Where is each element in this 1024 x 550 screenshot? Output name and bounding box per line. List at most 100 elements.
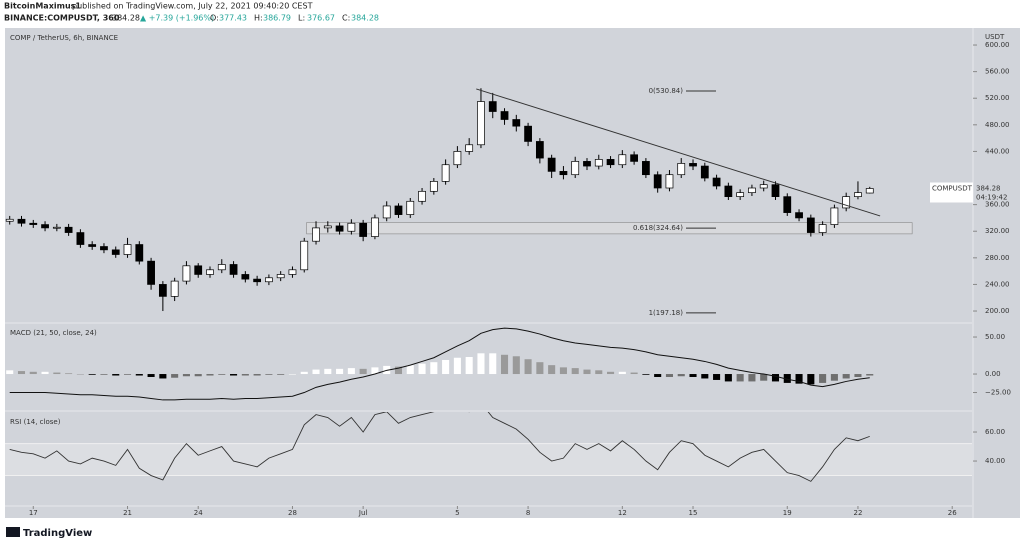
macd-bar [29, 371, 37, 375]
x-tick-label: 22 [853, 509, 862, 517]
y-tick-label: 440.00 [985, 147, 1010, 155]
rsi-band [5, 443, 972, 476]
candle-body [642, 161, 650, 176]
y-tick-label: 60.00 [985, 428, 1005, 436]
fib-label: 1(197.18) [649, 309, 684, 317]
candle-body [64, 226, 73, 233]
unit-label: USDT [985, 33, 1005, 41]
candle-body [29, 222, 38, 225]
candle-body [500, 111, 509, 120]
candle-body [217, 264, 226, 271]
macd-bar [300, 371, 308, 375]
macd-bar [795, 374, 803, 384]
macd-bar [830, 374, 838, 381]
x-tick-label: 24 [194, 509, 203, 517]
candle-body [783, 196, 792, 213]
candle-body [818, 224, 827, 233]
ohlc-key: O: [210, 14, 219, 23]
price-pane: 0(530.84) 0.618(324.64) 1(197.18) [5, 87, 913, 317]
y-tick-label: 280.00 [985, 254, 1010, 262]
macd-bar [336, 368, 344, 375]
candle-body [865, 188, 874, 194]
macd-bar [630, 372, 638, 375]
candle-body [335, 225, 344, 232]
macd-bar [41, 371, 49, 375]
candle-body [665, 174, 674, 189]
macd-bar [701, 374, 709, 379]
macd-bar [147, 374, 155, 377]
macd-bar [442, 359, 450, 375]
macd-bar [359, 368, 367, 375]
candle-body [41, 224, 49, 229]
candle-body [88, 244, 97, 247]
x-tick-label: 19 [783, 509, 792, 517]
macd-bar [595, 370, 603, 375]
y-tick-label: 320.00 [985, 227, 1010, 235]
y-tick-label: 360.00 [985, 201, 1010, 209]
ohlc-key: C: [342, 14, 350, 23]
macd-bar [689, 374, 697, 377]
candle-body [830, 207, 839, 225]
chart-title: COMP / TetherUS, 6h, BINANCE [10, 34, 118, 42]
indicator-title: MACD (21, 50, close, 24) [10, 329, 97, 337]
x-tick-label: 28 [288, 509, 297, 517]
macd-bar [477, 353, 485, 375]
candle-body [194, 265, 203, 275]
macd-bar [583, 369, 591, 375]
candle-body [736, 192, 745, 197]
macd-bar [171, 374, 179, 378]
macd-bar [371, 367, 379, 375]
candle-body [52, 226, 61, 229]
candle-body [653, 174, 662, 189]
macd-bar [713, 374, 721, 380]
candle-body [712, 177, 721, 187]
candle-body [111, 249, 120, 255]
ohlc-value: 384.28 [351, 14, 379, 23]
candle-body [606, 159, 615, 166]
macd-bar [100, 374, 108, 375]
y-tick-label: 0.00 [985, 370, 1001, 378]
macd-bar [618, 371, 626, 375]
macd-bar [642, 374, 650, 375]
macd-bar [783, 374, 791, 383]
macd-bar [524, 359, 532, 375]
candle-body [76, 232, 85, 245]
candle-body [630, 154, 638, 162]
macd-bar [748, 374, 756, 382]
candle-body [158, 284, 167, 297]
last-price-box [930, 182, 973, 203]
y-tick-label: 200.00 [985, 307, 1010, 315]
macd-bar [194, 374, 202, 377]
candle-body [418, 190, 426, 202]
candle-body [253, 278, 262, 283]
candle-body [700, 165, 709, 179]
ohlc-value: 386.79 [263, 14, 291, 23]
candle-body [406, 200, 415, 215]
candle-body [488, 101, 497, 112]
candle-body [535, 141, 544, 159]
indicator-title: RSI (14, close) [10, 418, 61, 426]
candle-body [359, 222, 368, 237]
candle-body [135, 244, 144, 262]
candle-body [759, 184, 768, 189]
ohlc-key: L: [298, 14, 305, 23]
macd-bar [17, 371, 26, 375]
macd-pane [6, 327, 874, 401]
candle-body [347, 222, 356, 232]
macd-bar [65, 373, 73, 375]
macd-bar [88, 374, 96, 375]
macd-bar [760, 374, 768, 381]
ohlc-key: H: [254, 14, 263, 23]
candle-body [771, 184, 780, 197]
macd-bar [288, 374, 296, 375]
y-tick-label: 480.00 [985, 121, 1010, 129]
fib-label: 0(530.84) [649, 87, 684, 95]
logo-icon [6, 527, 20, 537]
support-zone [306, 222, 913, 235]
macd-bar [230, 374, 238, 376]
candle-body [724, 185, 733, 197]
macd-bar [665, 374, 673, 377]
macd-bar [253, 374, 261, 376]
candle-body [559, 171, 568, 176]
